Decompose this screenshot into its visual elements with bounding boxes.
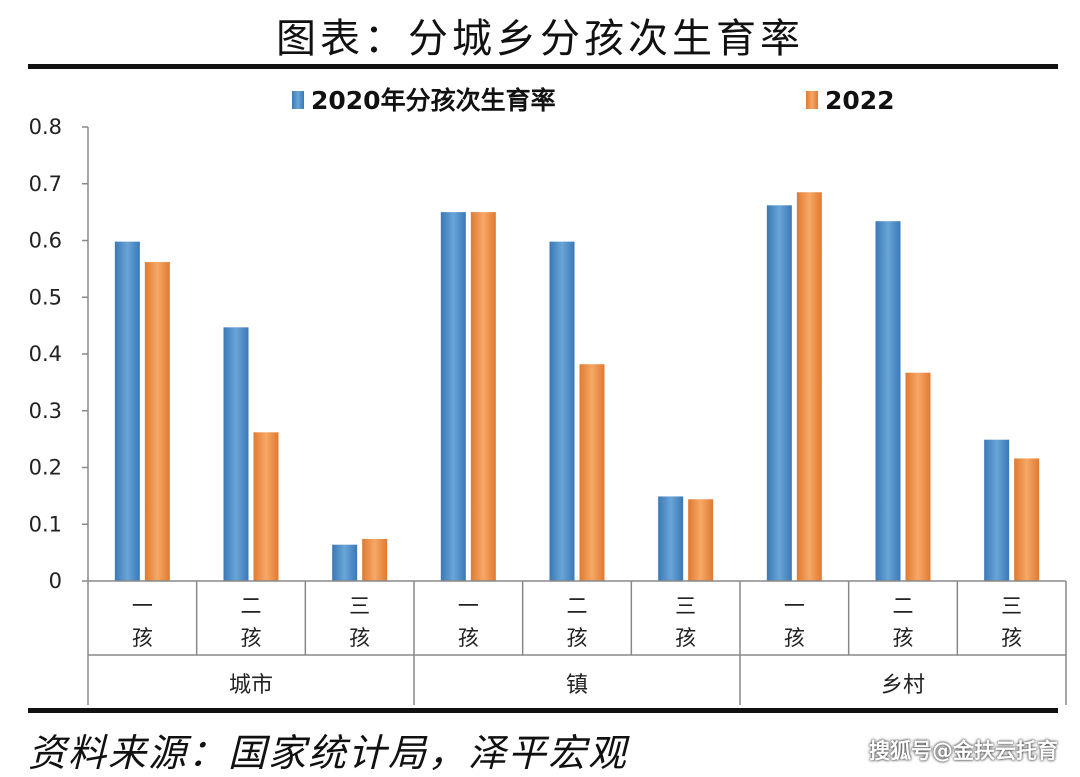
x-axis: 一孩二孩三孩一孩二孩三孩一孩二孩三孩城市镇乡村 <box>87 580 1067 705</box>
y-tick-label: 0.5 <box>29 285 62 309</box>
category-label: 二 <box>567 594 588 618</box>
bar-s1-7 <box>875 221 901 581</box>
legend-swatch-1 <box>292 91 304 109</box>
category-label: 孩 <box>349 626 370 650</box>
category-label: 三 <box>675 594 696 618</box>
bar-s2-4 <box>579 364 605 581</box>
y-tick-label: 0.7 <box>29 172 62 196</box>
watermark: 搜狐号@金扶云托育 <box>869 739 1058 763</box>
bar-s1-4 <box>549 241 575 581</box>
y-tick-label: 0.8 <box>29 115 62 139</box>
bar-s2-2 <box>362 539 388 581</box>
y-tick-label: 0.2 <box>29 456 62 480</box>
bar-s1-2 <box>332 544 358 581</box>
bar-s2-1 <box>253 432 279 581</box>
legend-label-2: 2022 <box>825 86 895 115</box>
legend: 2020年分孩次生育率 2022 <box>292 86 895 115</box>
category-label: 孩 <box>458 626 479 650</box>
bar-s2-5 <box>688 499 714 581</box>
bar-s1-8 <box>984 439 1010 581</box>
y-tick-label: 0.4 <box>29 342 62 366</box>
category-label: 三 <box>349 594 370 618</box>
category-label: 二 <box>241 594 262 618</box>
y-tick-label: 0.3 <box>29 399 62 423</box>
category-label: 孩 <box>1001 626 1022 650</box>
bar-s2-6 <box>796 192 822 581</box>
bar-s1-1 <box>223 327 249 581</box>
y-tick-label: 0.6 <box>29 229 62 253</box>
bottom-rule <box>28 708 1058 713</box>
category-label: 三 <box>1001 594 1022 618</box>
bar-s1-0 <box>114 241 140 581</box>
chart-title: 图表：分城乡分孩次生育率 <box>276 16 804 62</box>
category-label: 孩 <box>567 626 588 650</box>
category-label: 一 <box>784 594 805 618</box>
bar-s1-5 <box>658 496 684 581</box>
y-axis: 0 0.1 0.2 0.3 0.4 0.5 0.6 0.7 0.8 <box>29 115 89 593</box>
bar-s2-7 <box>905 372 931 581</box>
bar-s1-6 <box>766 205 792 581</box>
category-label: 孩 <box>241 626 262 650</box>
category-label: 二 <box>893 594 914 618</box>
category-label: 孩 <box>675 626 696 650</box>
category-label: 一 <box>458 594 479 618</box>
group-label: 镇 <box>566 673 588 698</box>
category-label: 一 <box>132 594 153 618</box>
category-label: 孩 <box>132 626 153 650</box>
y-tick-label: 0.1 <box>29 512 62 536</box>
top-rule <box>28 64 1058 69</box>
bar-s2-0 <box>144 262 170 581</box>
legend-label-1: 2020年分孩次生育率 <box>311 86 556 115</box>
group-label: 乡村 <box>881 673 925 698</box>
category-label: 孩 <box>893 626 914 650</box>
group-label: 城市 <box>229 673 273 698</box>
category-label: 孩 <box>784 626 805 650</box>
y-tick-label: 0 <box>49 569 62 593</box>
bar-s1-3 <box>440 212 466 581</box>
legend-swatch-2 <box>806 91 818 109</box>
bar-s2-8 <box>1014 458 1040 581</box>
bars <box>114 192 1040 581</box>
source-note: 资料来源：国家统计局，泽平宏观 <box>28 731 629 775</box>
bar-s2-3 <box>470 212 496 581</box>
